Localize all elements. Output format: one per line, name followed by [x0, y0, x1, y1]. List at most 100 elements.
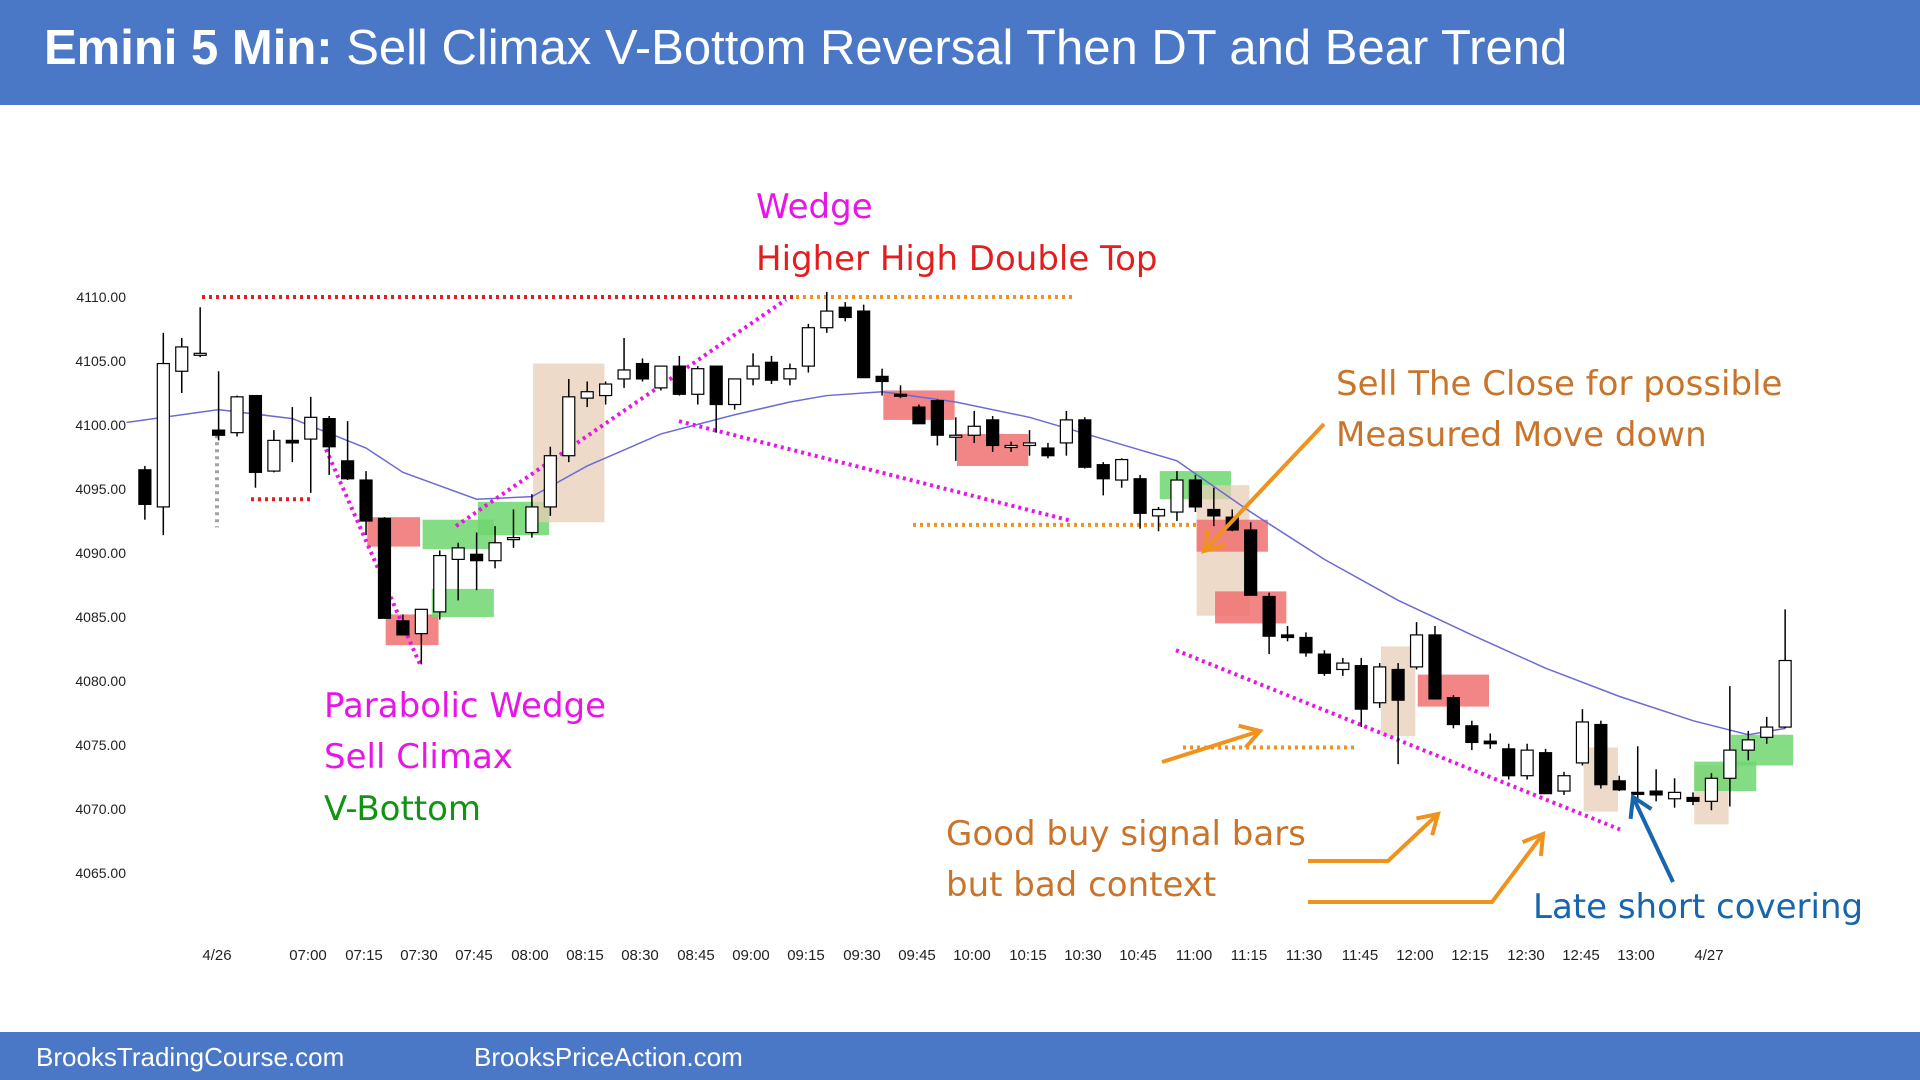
candle-body	[1538, 752, 1553, 795]
bull-candle	[1336, 657, 1350, 676]
annotation-arrow	[1308, 832, 1545, 904]
green-highlight-box	[1731, 734, 1794, 766]
candle-body	[1557, 775, 1571, 792]
candle-body	[1649, 790, 1663, 796]
bear-candle	[322, 416, 336, 475]
candle-body	[414, 608, 428, 635]
bear-candle	[1594, 720, 1608, 789]
bear-candle	[248, 394, 263, 488]
candle-body	[967, 425, 981, 436]
bull-candle	[488, 526, 502, 569]
x-tick-label: 11:30	[1286, 947, 1322, 964]
bear-candle	[912, 404, 926, 425]
bear-candle	[1299, 632, 1313, 657]
bull-candle	[1667, 778, 1682, 808]
bull-candle	[451, 542, 465, 601]
bear-candle	[1317, 650, 1332, 676]
bear-candle	[1649, 769, 1663, 802]
y-tick-label: 4105.00	[75, 353, 126, 369]
candle-body	[1041, 447, 1055, 457]
bear-candle	[138, 465, 152, 520]
annotation-text: V-Bottom	[324, 789, 481, 829]
candle-body	[562, 396, 576, 457]
bull-candle	[304, 396, 318, 493]
candle-body	[1575, 721, 1590, 764]
candle-body	[138, 469, 152, 505]
bear-candle	[986, 416, 1000, 452]
y-tick-label: 4085.00	[75, 609, 126, 625]
candle-body	[654, 365, 668, 389]
footer-link-brookstradingcourse[interactable]: BrooksTradingCourse.com	[36, 1042, 345, 1072]
bull-candle	[1151, 506, 1166, 532]
bull-candle	[580, 381, 594, 408]
candle-body	[1262, 595, 1276, 637]
candle-body	[1280, 634, 1295, 639]
candle-body	[764, 361, 779, 381]
bear-candle	[1041, 442, 1055, 459]
candle-body	[322, 418, 336, 448]
annotation-arrow	[1631, 796, 1675, 883]
x-tick-label: 12:00	[1396, 947, 1434, 964]
x-tick-label: 11:00	[1176, 947, 1212, 964]
candle-body	[875, 375, 889, 383]
bear-candle	[1538, 748, 1553, 795]
candle-body	[451, 547, 465, 561]
bull-candle	[175, 337, 189, 393]
bull-candle	[506, 509, 521, 548]
bear-candle	[212, 371, 226, 441]
bull-candle	[156, 332, 170, 536]
bear-candle	[1446, 695, 1461, 729]
candle-body	[156, 362, 170, 508]
bear-candle	[1133, 474, 1147, 529]
bull-candle	[193, 307, 207, 358]
candle-body	[1188, 479, 1202, 508]
bear-candle	[1262, 592, 1276, 655]
bull-candle	[728, 378, 742, 410]
bull-candle	[783, 363, 797, 386]
bull-candle	[543, 446, 557, 516]
candle-body	[801, 327, 815, 367]
candle-body	[893, 393, 908, 397]
candle-body	[986, 419, 1000, 447]
dotted-line	[678, 419, 1073, 523]
bear-candle	[672, 355, 686, 396]
bull-candle	[1520, 743, 1534, 780]
candle-body	[543, 455, 557, 508]
candle-body	[359, 479, 373, 522]
bull-candle	[1723, 686, 1737, 807]
bear-candle	[470, 532, 484, 591]
candle-body	[930, 400, 944, 436]
bear-candle	[838, 302, 852, 322]
bear-candle	[1096, 462, 1110, 496]
candle-body	[1409, 634, 1424, 668]
candle-body	[1115, 458, 1129, 481]
candle-body	[1446, 697, 1461, 726]
bull-candle	[1170, 471, 1184, 521]
candle-body	[341, 460, 355, 480]
y-axis-labels: 4110.00 4105.00 4100.00 4095.00 4090.00 4085.…	[75, 289, 126, 881]
candle-body	[1317, 653, 1332, 674]
x-tick-label: 09:30	[843, 947, 881, 964]
bear-candle	[1483, 733, 1497, 749]
x-tick-label: 08:15	[566, 947, 604, 964]
bull-candle	[1557, 771, 1571, 795]
bear-candle	[857, 304, 871, 379]
candle-body	[709, 365, 723, 406]
bear-candle	[1502, 743, 1516, 780]
x-tick-label: 11:15	[1231, 947, 1267, 964]
page-title: Emini 5 Min: Sell Climax V-Bottom Revers…	[44, 20, 1567, 76]
footer-link-brookspriceaction[interactable]: BrooksPriceAction.com	[474, 1042, 743, 1072]
candle-body	[1078, 419, 1092, 468]
candle-body	[1778, 659, 1792, 728]
candle-body	[470, 553, 484, 562]
annotation-text: Sell Climax	[324, 737, 513, 777]
candle-body	[672, 365, 686, 395]
x-tick-label: 07:15	[345, 947, 383, 964]
candle-body	[304, 416, 318, 440]
candle-body	[1336, 662, 1350, 671]
bull-candle	[433, 550, 447, 620]
footer-bar: BrooksTradingCourse.com BrooksPriceActio…	[0, 1032, 1920, 1080]
dotted-line	[454, 297, 788, 528]
x-tick-label: 09:15	[787, 947, 825, 964]
x-tick-label: 07:30	[400, 947, 438, 964]
